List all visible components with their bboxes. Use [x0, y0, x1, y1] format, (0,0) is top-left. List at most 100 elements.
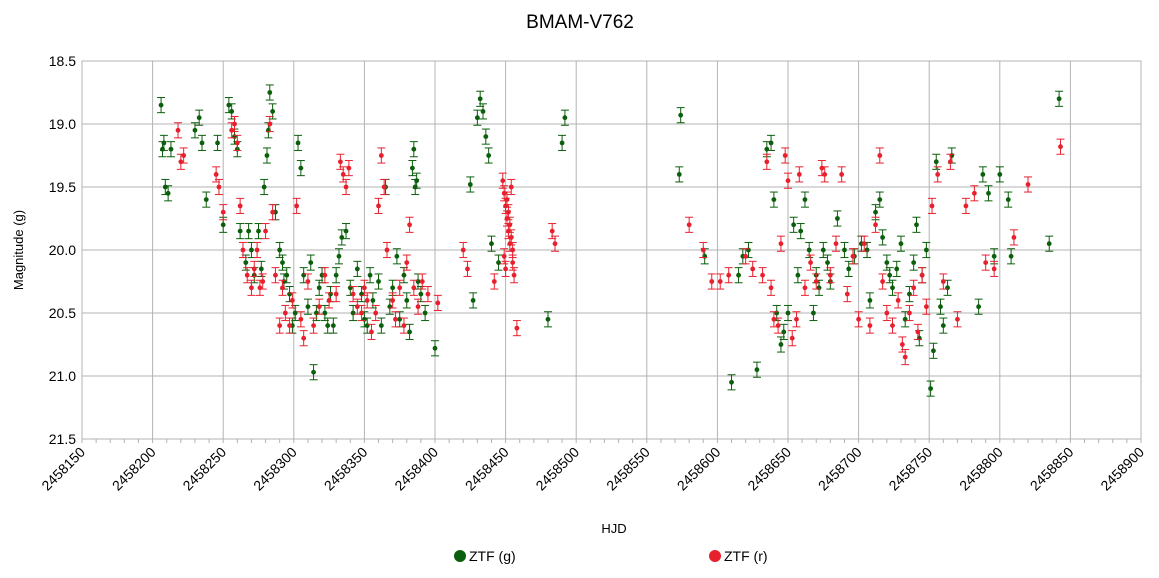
- data-point: [273, 272, 278, 278]
- data-point: [506, 209, 511, 215]
- data-point: [743, 253, 749, 259]
- x-tick-label: 2458400: [391, 444, 441, 494]
- data-point: [559, 140, 565, 146]
- data-point: [895, 298, 901, 303]
- data-point: [768, 140, 774, 146]
- data-point: [378, 323, 384, 328]
- data-point: [263, 228, 268, 234]
- data-point: [234, 140, 240, 146]
- data-point: [240, 247, 246, 253]
- data-point: [750, 266, 756, 272]
- data-point: [249, 285, 254, 291]
- data-point: [676, 172, 682, 177]
- data-point: [407, 329, 412, 335]
- data-point: [850, 253, 856, 259]
- data-point: [938, 304, 943, 310]
- data-point: [370, 298, 376, 303]
- x-tick-label: 2458700: [815, 444, 865, 494]
- data-point: [726, 272, 732, 278]
- data-point: [381, 184, 387, 190]
- data-point: [785, 178, 791, 184]
- data-point: [894, 266, 900, 272]
- data-point: [873, 209, 878, 215]
- data-point: [237, 203, 243, 209]
- data-point: [846, 266, 852, 272]
- data-point: [298, 316, 304, 322]
- data-point: [477, 96, 483, 102]
- data-point: [798, 228, 804, 234]
- data-point: [486, 153, 492, 158]
- data-point: [343, 228, 349, 234]
- data-point: [474, 115, 480, 121]
- x-tick-label: 2458200: [109, 444, 159, 494]
- data-point: [778, 241, 784, 247]
- data-point: [260, 279, 266, 284]
- x-tick-label: 2458800: [956, 444, 1006, 494]
- data-point: [986, 190, 991, 196]
- data-point: [552, 241, 558, 247]
- data-point: [825, 260, 830, 265]
- data-point: [220, 209, 226, 215]
- data-point: [292, 310, 298, 316]
- data-point: [1005, 197, 1011, 203]
- data-point: [884, 260, 890, 265]
- data-point: [795, 272, 801, 278]
- data-point: [397, 285, 403, 291]
- chart-title: BMAM-V762: [526, 12, 634, 33]
- data-point: [251, 266, 257, 272]
- data-point: [165, 190, 171, 196]
- data-point: [322, 272, 328, 278]
- data-point: [822, 172, 828, 177]
- data-point: [839, 172, 845, 177]
- data-point: [971, 190, 977, 196]
- data-point: [820, 247, 826, 253]
- data-point: [256, 228, 261, 234]
- data-point: [911, 260, 917, 265]
- x-tick-label: 2458500: [532, 444, 582, 494]
- x-tick-label: 2458600: [674, 444, 724, 494]
- data-point: [483, 134, 489, 140]
- data-point: [729, 379, 734, 385]
- x-tick-label: 2458550: [603, 444, 653, 494]
- data-point: [510, 260, 516, 265]
- data-point: [991, 266, 997, 272]
- data-point: [736, 272, 741, 278]
- data-point: [407, 222, 412, 228]
- data-point: [393, 316, 398, 322]
- data-point: [508, 235, 514, 240]
- data-point: [267, 121, 273, 127]
- data-point: [419, 279, 425, 284]
- data-point: [216, 184, 222, 190]
- data-point: [880, 279, 886, 284]
- data-point: [877, 153, 883, 158]
- data-point: [511, 272, 517, 278]
- data-point: [861, 241, 867, 247]
- data-point: [215, 140, 220, 146]
- data-point: [311, 369, 316, 375]
- data-point: [237, 228, 243, 234]
- data-point: [1025, 182, 1031, 187]
- y-tick-label: 19.0: [49, 116, 76, 132]
- data-point: [414, 178, 420, 184]
- data-point: [390, 285, 396, 291]
- data-point: [899, 342, 905, 347]
- data-point: [326, 298, 332, 303]
- legend-marker: [709, 550, 721, 562]
- x-axis-label: HJD: [601, 521, 626, 536]
- data-point: [914, 222, 919, 228]
- data-point: [510, 247, 516, 253]
- data-point: [316, 285, 322, 291]
- data-point: [789, 335, 795, 341]
- x-tick-label: 2458300: [250, 444, 300, 494]
- data-point: [507, 222, 513, 228]
- data-point: [775, 323, 781, 328]
- data-point: [806, 247, 812, 253]
- data-point: [316, 304, 322, 310]
- data-point: [835, 216, 840, 221]
- data-point: [168, 146, 174, 152]
- data-point: [246, 228, 252, 234]
- data-point: [415, 304, 421, 310]
- data-point: [336, 253, 342, 259]
- data-point: [923, 304, 929, 310]
- data-point: [833, 241, 839, 247]
